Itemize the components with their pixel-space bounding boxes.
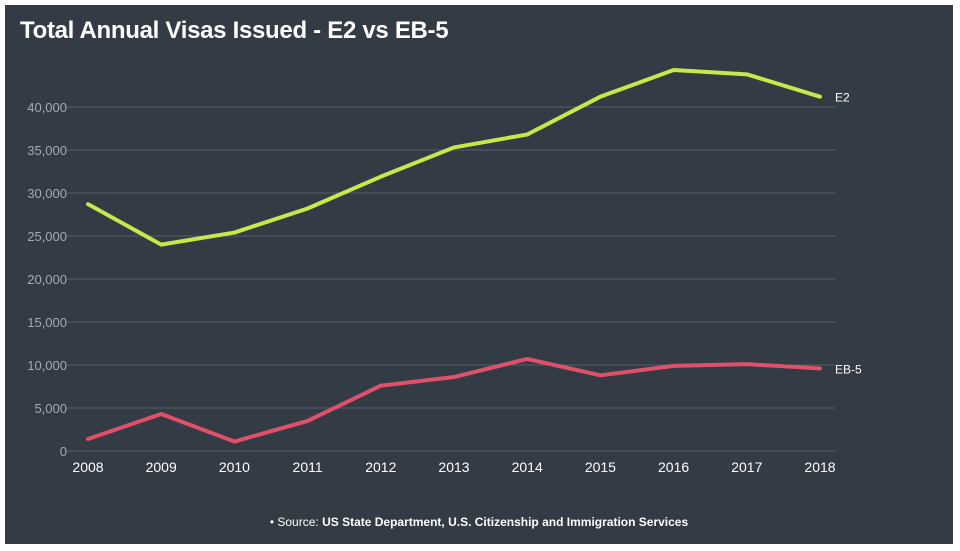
y-tick-label: 10,000 — [27, 358, 67, 373]
y-tick-label: 35,000 — [27, 143, 67, 158]
x-tick-label: 2013 — [438, 459, 469, 475]
x-tick-label: 2012 — [365, 459, 396, 475]
series-line-eb-5 — [86, 356, 822, 444]
x-tick-label: 2011 — [293, 459, 323, 475]
series-end-label: E2 — [835, 91, 850, 105]
chart-svg: 0 5,000 10,000 15,000 20,000 25,000 30,000 35,0… — [27, 68, 862, 475]
chart-panel: Total Annual Visas Issued - E2 vs EB-5 0… — [5, 5, 953, 544]
series-end-label: EB-5 — [835, 362, 862, 376]
chart-title: Total Annual Visas Issued - E2 vs EB-5 — [20, 17, 449, 44]
source-text: US State Department, U.S. Citizenship an… — [322, 515, 689, 529]
y-tick-label: 15,000 — [27, 315, 67, 330]
x-tick-label: 2018 — [804, 459, 835, 475]
source-prefix: • Source: — [269, 515, 323, 529]
x-tick-label: 2016 — [658, 459, 689, 475]
y-tick-label: 0 — [60, 444, 67, 459]
x-tick-label: 2014 — [512, 459, 543, 475]
x-tick-label: 2008 — [72, 459, 103, 475]
source-note: • Source: US State Department, U.S. Citi… — [5, 515, 953, 529]
x-tick-label: 2015 — [585, 459, 616, 475]
y-tick-label: 40,000 — [27, 100, 67, 115]
y-tick-label: 5,000 — [34, 401, 67, 416]
y-tick-label: 25,000 — [27, 229, 67, 244]
x-tick-label: 2010 — [219, 459, 250, 475]
series-line-e2 — [86, 68, 822, 247]
x-tick-label: 2017 — [731, 459, 762, 475]
y-tick-label: 30,000 — [27, 186, 67, 201]
y-tick-label: 20,000 — [27, 272, 67, 287]
x-tick-label: 2009 — [146, 459, 177, 475]
